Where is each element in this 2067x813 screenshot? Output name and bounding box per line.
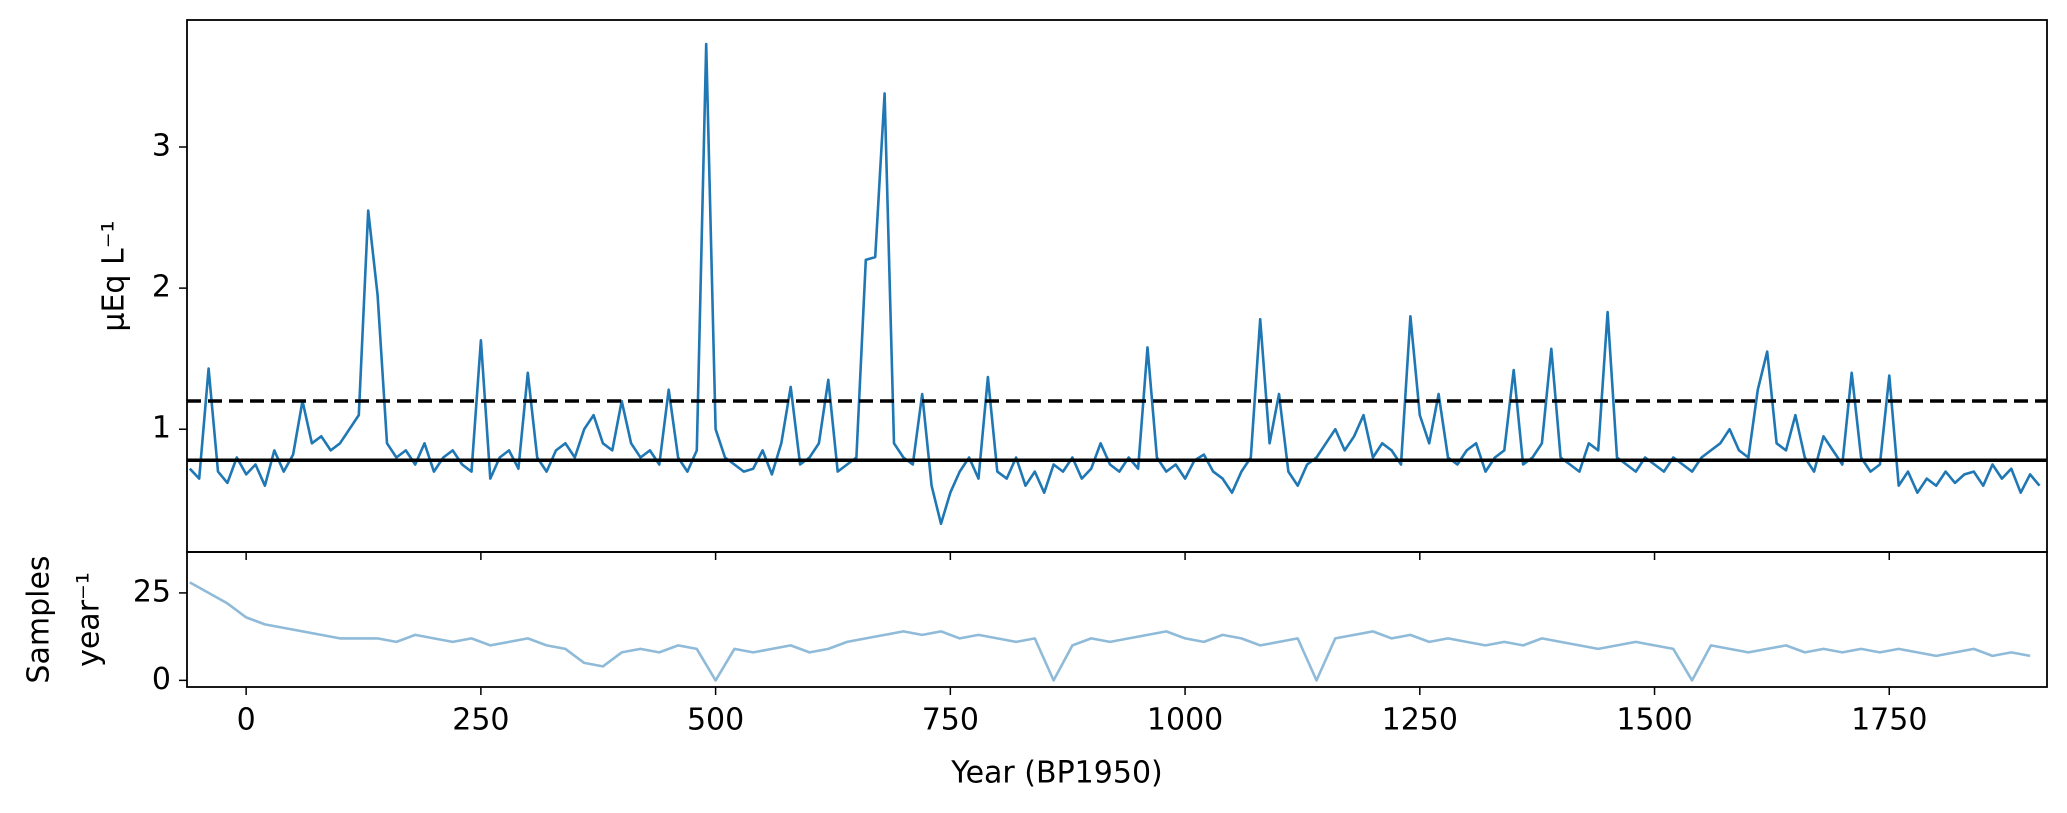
y-axis-label: μEq L⁻¹ xyxy=(97,220,132,331)
x-tick-label: 500 xyxy=(687,703,744,738)
y-axis-label: Samples xyxy=(22,555,57,683)
x-tick-label: 1250 xyxy=(1382,703,1458,738)
x-tick-label: 1750 xyxy=(1851,703,1927,738)
y-tick-label: 3 xyxy=(152,129,171,164)
x-tick-label: 750 xyxy=(922,703,979,738)
data-line xyxy=(189,581,2031,682)
axes-frame xyxy=(186,551,2048,688)
x-tick-label: 0 xyxy=(237,703,256,738)
axes-frame xyxy=(186,19,2048,553)
x-tick-label: 1000 xyxy=(1147,703,1223,738)
y-tick-label: 2 xyxy=(152,270,171,305)
x-tick-label: 1500 xyxy=(1616,703,1692,738)
x-axis-label: Year (BP1950) xyxy=(950,756,1162,791)
y-tick-label: 0 xyxy=(152,662,171,697)
y-axis-label: year⁻¹ xyxy=(72,572,107,667)
y-tick-label: 1 xyxy=(152,411,171,446)
y-tick-label: 25 xyxy=(133,574,171,609)
data-line xyxy=(188,42,2041,526)
x-tick-label: 250 xyxy=(452,703,509,738)
